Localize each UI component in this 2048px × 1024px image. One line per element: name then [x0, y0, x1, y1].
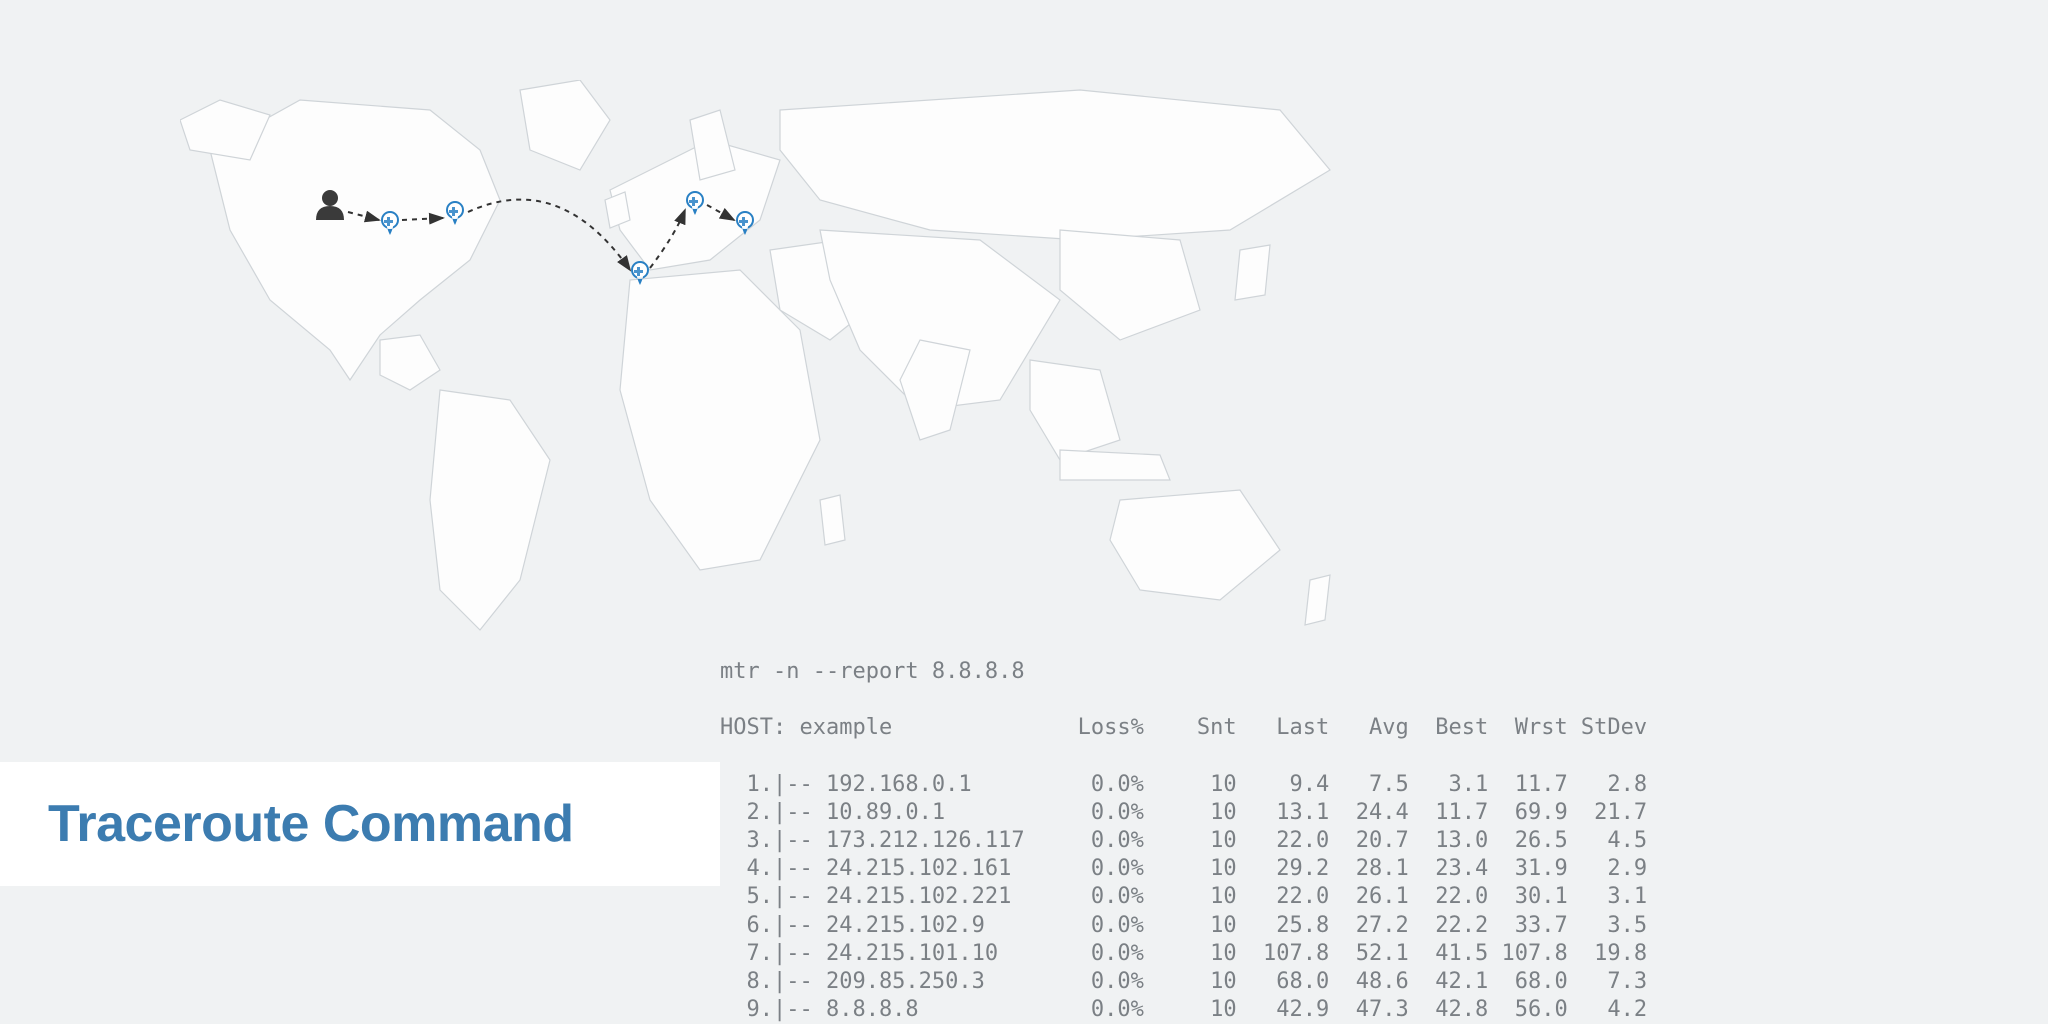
terminal-output: mtr -n --report 8.8.8.8 HOST: example Lo… [720, 630, 1647, 1024]
title-bar: Traceroute Command [0, 762, 720, 886]
terminal-cmd: mtr -n --report 8.8.8.8 [720, 659, 1025, 684]
world-map [180, 80, 1480, 660]
page-title: Traceroute Command [48, 794, 672, 854]
world-map-svg [180, 80, 1480, 660]
